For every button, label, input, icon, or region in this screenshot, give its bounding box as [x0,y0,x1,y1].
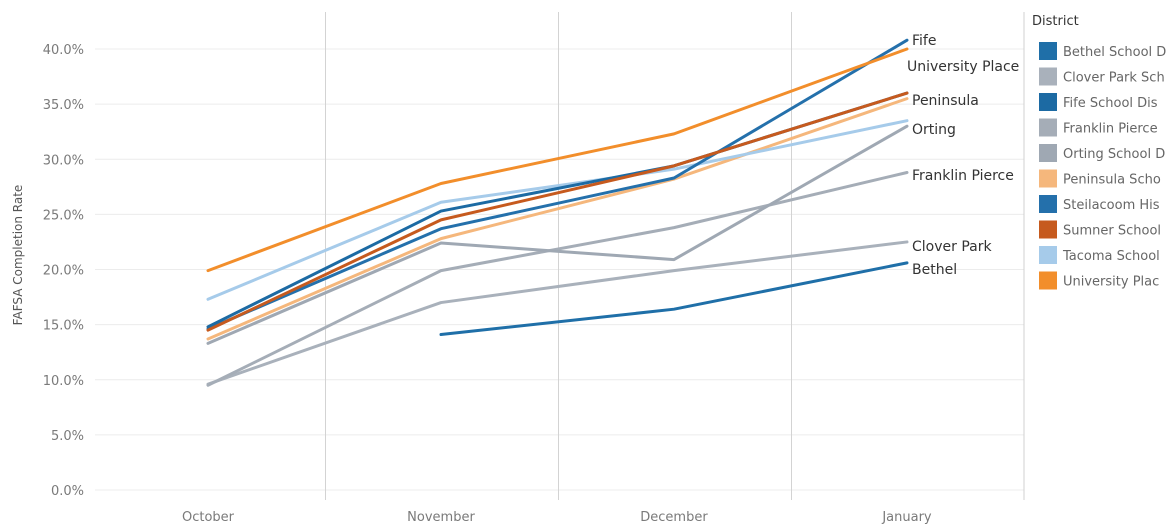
legend-label: Tacoma School [1062,249,1160,264]
legend-swatch [1039,144,1057,162]
legend: District Bethel School D Clover Park Sch F… [1032,14,1166,290]
column-separators [325,12,792,500]
legend-swatch [1039,93,1057,111]
end-labels: Fife University Place Peninsula Orting Frank… [907,33,1019,278]
legend-label: Clover Park Sch [1063,71,1165,86]
series-line [206,124,909,345]
legend-swatch [1039,246,1057,264]
x-tick-label: October [182,510,235,525]
y-tick-label: 5.0% [51,429,84,444]
legend-swatch [1039,42,1057,60]
x-tick-label: December [640,510,708,525]
y-tick-label: 40.0% [43,43,84,58]
y-axis-title: FAFSA Completion Rate [11,185,25,326]
legend-title: District [1032,14,1079,29]
y-tick-label: 35.0% [43,98,84,113]
legend-label: Bethel School D [1063,45,1166,60]
end-label: Fife [912,33,936,49]
series-lines [206,38,909,387]
legend-label: Sumner School [1063,224,1161,239]
y-tick-label: 15.0% [43,319,84,334]
end-label: Franklin Pierce [912,168,1014,184]
x-tick-label: November [407,510,475,525]
y-tick-label: 20.0% [43,264,84,279]
y-tick-label: 10.0% [43,374,84,389]
legend-label: Franklin Pierce [1063,122,1158,137]
y-tick-label: 0.0% [51,484,84,499]
y-tick-label: 30.0% [43,153,84,168]
legend-swatch [1039,271,1057,290]
series-line [206,240,909,386]
x-axis-ticks: October November December January [182,510,932,525]
legend-swatch [1039,220,1057,239]
legend-label: Steilacoom His [1063,198,1160,213]
y-tick-label: 25.0% [43,208,84,223]
legend-swatch [1039,195,1057,213]
series-line [206,91,909,332]
end-label: Bethel [912,262,957,278]
legend-label: Orting School D [1063,147,1165,162]
legend-swatch [1039,118,1057,137]
series-line [206,38,909,331]
grid [95,48,1024,491]
series-line [206,47,909,273]
legend-label: University Plac [1063,275,1159,290]
series-line [439,261,909,337]
legend-swatch [1039,169,1057,188]
legend-label: Fife School Dis [1063,96,1158,111]
y-axis-ticks: 0.0% 5.0% 10.0% 15.0% 20.0% 25.0% 30.0% 35.0% 40… [43,43,84,499]
end-label: Orting [912,122,956,138]
x-tick-label: January [881,510,932,525]
end-label: University Place [907,59,1019,75]
legend-label: Peninsula Scho [1063,173,1161,188]
series-line [206,97,909,341]
series-line [206,170,909,387]
series-line [206,119,909,301]
end-label: Peninsula [912,93,979,109]
legend-swatch [1039,67,1057,86]
end-label: Clover Park [912,239,992,255]
